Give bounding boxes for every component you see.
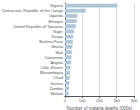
svg-text:United Republic of Tanzania: United Republic of Tanzania (13, 23, 63, 29)
svg-text:300: 300 (113, 98, 120, 103)
svg-text:Ghana: Ghana (50, 44, 63, 50)
svg-text:Democratic Republic of the Con: Democratic Republic of the Congo (2, 8, 63, 14)
svg-text:Côte d'Ivoire: Côte d'Ivoire (40, 65, 63, 71)
svg-text:400: 400 (131, 98, 138, 103)
svg-text:Uganda: Uganda (48, 13, 63, 19)
svg-text:200: 200 (96, 98, 103, 103)
svg-text:Zambia: Zambia (49, 85, 63, 91)
svg-text:Number of malaria deaths (000s: Number of malaria deaths (000s) (67, 106, 133, 110)
svg-text:100: 100 (79, 98, 86, 103)
svg-text:Mali: Mali (55, 49, 63, 55)
svg-text:Niger: Niger (53, 28, 63, 34)
svg-text:Mozambique: Mozambique (40, 70, 63, 76)
svg-text:Guinea: Guinea (50, 80, 63, 86)
svg-text:0: 0 (64, 98, 67, 103)
svg-text:Malawi: Malawi (50, 91, 63, 96)
svg-text:Angola: Angola (50, 59, 63, 65)
svg-text:Chad: Chad (53, 75, 63, 81)
svg-text:Ethiopia: Ethiopia (48, 18, 63, 24)
svg-text:Kenya: Kenya (51, 34, 63, 40)
svg-text:Burkina Faso: Burkina Faso (39, 39, 63, 45)
svg-text:Nigeria: Nigeria (50, 3, 63, 9)
svg-text:Cameroon: Cameroon (44, 54, 63, 60)
